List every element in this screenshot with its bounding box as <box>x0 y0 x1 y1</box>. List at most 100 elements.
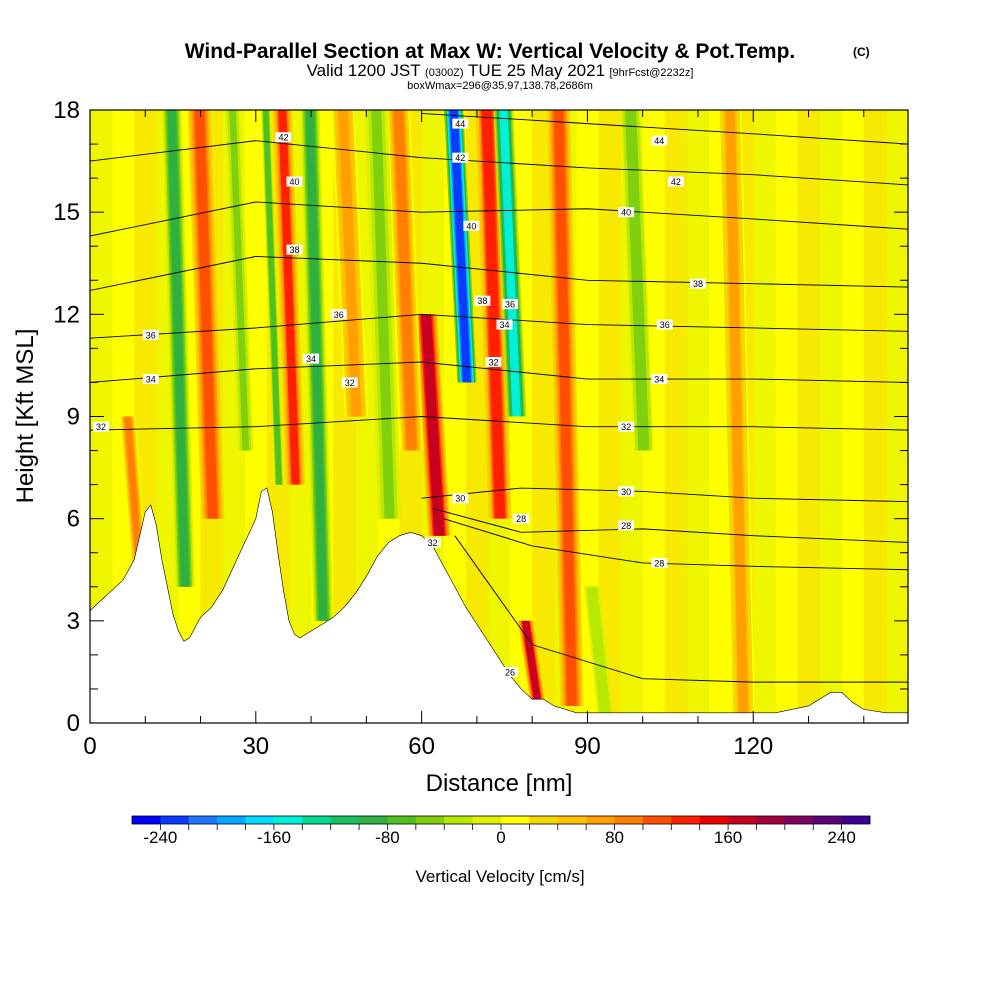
contour-label: 28 <box>513 513 530 524</box>
contour-label-bg <box>341 377 358 388</box>
contour-label: 38 <box>474 295 491 306</box>
updraft-band <box>725 110 749 713</box>
contour-label-text: 40 <box>289 177 299 187</box>
colorbar-segment <box>302 816 331 824</box>
colorbar-segment <box>132 816 161 824</box>
contour-label-text: 30 <box>621 487 631 497</box>
axis-ticks <box>89 109 908 724</box>
colorbar-segment <box>217 816 246 824</box>
contour-label-text: 26 <box>505 667 515 677</box>
theta-contour <box>90 201 908 237</box>
contour-label: 34 <box>142 374 159 385</box>
contour-label-bg <box>618 207 635 218</box>
copyright-mark: (C) <box>853 45 870 59</box>
x-tick-label: 30 <box>242 733 269 760</box>
downdraft-band <box>305 110 328 621</box>
theta-contour <box>421 487 908 503</box>
contour-label-bg <box>303 353 320 364</box>
contour-label: 32 <box>485 357 502 368</box>
contour-label: 28 <box>618 520 635 531</box>
contour-label: 42 <box>275 132 292 143</box>
updraft-band <box>522 620 543 710</box>
field-strip <box>863 110 887 723</box>
contour-label-bg <box>513 513 530 524</box>
contour-label: 38 <box>286 244 303 255</box>
field-strip <box>598 110 622 723</box>
contour-label-text: 44 <box>455 119 465 129</box>
colorbar-tick-label: 0 <box>496 828 505 847</box>
contour-label-text: 32 <box>96 422 106 432</box>
x-tick-label: 90 <box>574 733 601 760</box>
theta-contour <box>90 361 908 383</box>
contour-label-text: 34 <box>500 320 510 330</box>
contour-label: 26 <box>502 666 519 677</box>
contour-label-bg <box>275 132 292 143</box>
field-strip <box>664 110 688 723</box>
contour-label-text: 42 <box>278 133 288 143</box>
contour-label: 32 <box>341 377 358 388</box>
colorbar-tick-label: 240 <box>827 828 855 847</box>
contour-label-bg <box>651 374 668 385</box>
x-tick-label: 120 <box>733 733 773 760</box>
contour-label-bg <box>463 220 480 231</box>
contour-label-text: 32 <box>345 378 355 388</box>
updraft-band <box>338 110 362 417</box>
x-tick-label: 0 <box>83 733 96 760</box>
contour-label: 28 <box>651 557 668 568</box>
contour-label-text: 36 <box>505 300 515 310</box>
colorbar-segment <box>330 816 360 824</box>
y-tick-label: 18 <box>53 97 80 124</box>
updraft-band <box>553 110 577 706</box>
contour-label-text: 28 <box>621 521 631 531</box>
updraft-band <box>481 110 506 519</box>
y-tick-label: 3 <box>67 608 80 635</box>
contour-label: 38 <box>689 278 706 289</box>
contour-label: 32 <box>424 537 441 548</box>
contour-label: 34 <box>303 353 320 364</box>
contour-label: 36 <box>330 309 347 320</box>
y-tick-labels: 0 3 6 9 12 15 18 <box>53 97 80 737</box>
y-axis-label: Height [Kft MSL] <box>12 329 39 504</box>
colorbar-segment <box>472 816 502 824</box>
colorbar-segment <box>529 816 559 824</box>
colorbar-segment <box>557 816 587 824</box>
contour-label-bg <box>474 295 491 306</box>
contour-label-text: 28 <box>654 558 664 568</box>
contour-labels: 26 28 28 30 32 34 36 38 40 42 44 32 34 36 34 32 36 38 40 42… <box>93 118 706 677</box>
contour-label-bg <box>330 309 347 320</box>
colorbar-segment <box>160 816 190 824</box>
colorbar-segment <box>415 816 445 824</box>
contour-label: 40 <box>618 207 635 218</box>
contour-label-bg <box>142 329 159 340</box>
contour-label: 36 <box>142 329 159 340</box>
contour-label-bg <box>286 244 303 255</box>
y-tick-label: 12 <box>53 301 80 328</box>
contour-label: 40 <box>286 176 303 187</box>
contour-label-bg <box>656 319 673 330</box>
field-strip <box>841 110 865 723</box>
field-strip <box>797 110 821 723</box>
colorbar-segment <box>245 816 275 824</box>
colorbar-segment <box>586 816 615 824</box>
updraft-band <box>393 110 417 451</box>
theta-contour <box>454 535 908 683</box>
downdraft-band <box>371 110 395 519</box>
colorbar-tick-label: -80 <box>375 828 400 847</box>
contour-label-bg <box>452 152 469 163</box>
chart-title: Wind-Parallel Section at Max W: Vertical… <box>185 40 796 63</box>
contour-label-bg <box>667 176 684 187</box>
contour-label-bg <box>689 278 706 289</box>
contour-label-text: 42 <box>455 153 465 163</box>
y-tick-label: 9 <box>67 404 80 431</box>
contour-label-text: 42 <box>671 177 681 187</box>
contour-label-text: 44 <box>654 136 664 146</box>
contour-label: 34 <box>496 319 513 330</box>
colorbar-segment <box>784 816 814 824</box>
colorbar-segment <box>841 816 871 824</box>
downdraft-band <box>263 110 282 485</box>
contour-label-text: 36 <box>660 320 670 330</box>
contour-label-text: 36 <box>334 310 344 320</box>
y-tick-label: 6 <box>67 506 80 533</box>
colorbar-segment <box>813 816 842 824</box>
